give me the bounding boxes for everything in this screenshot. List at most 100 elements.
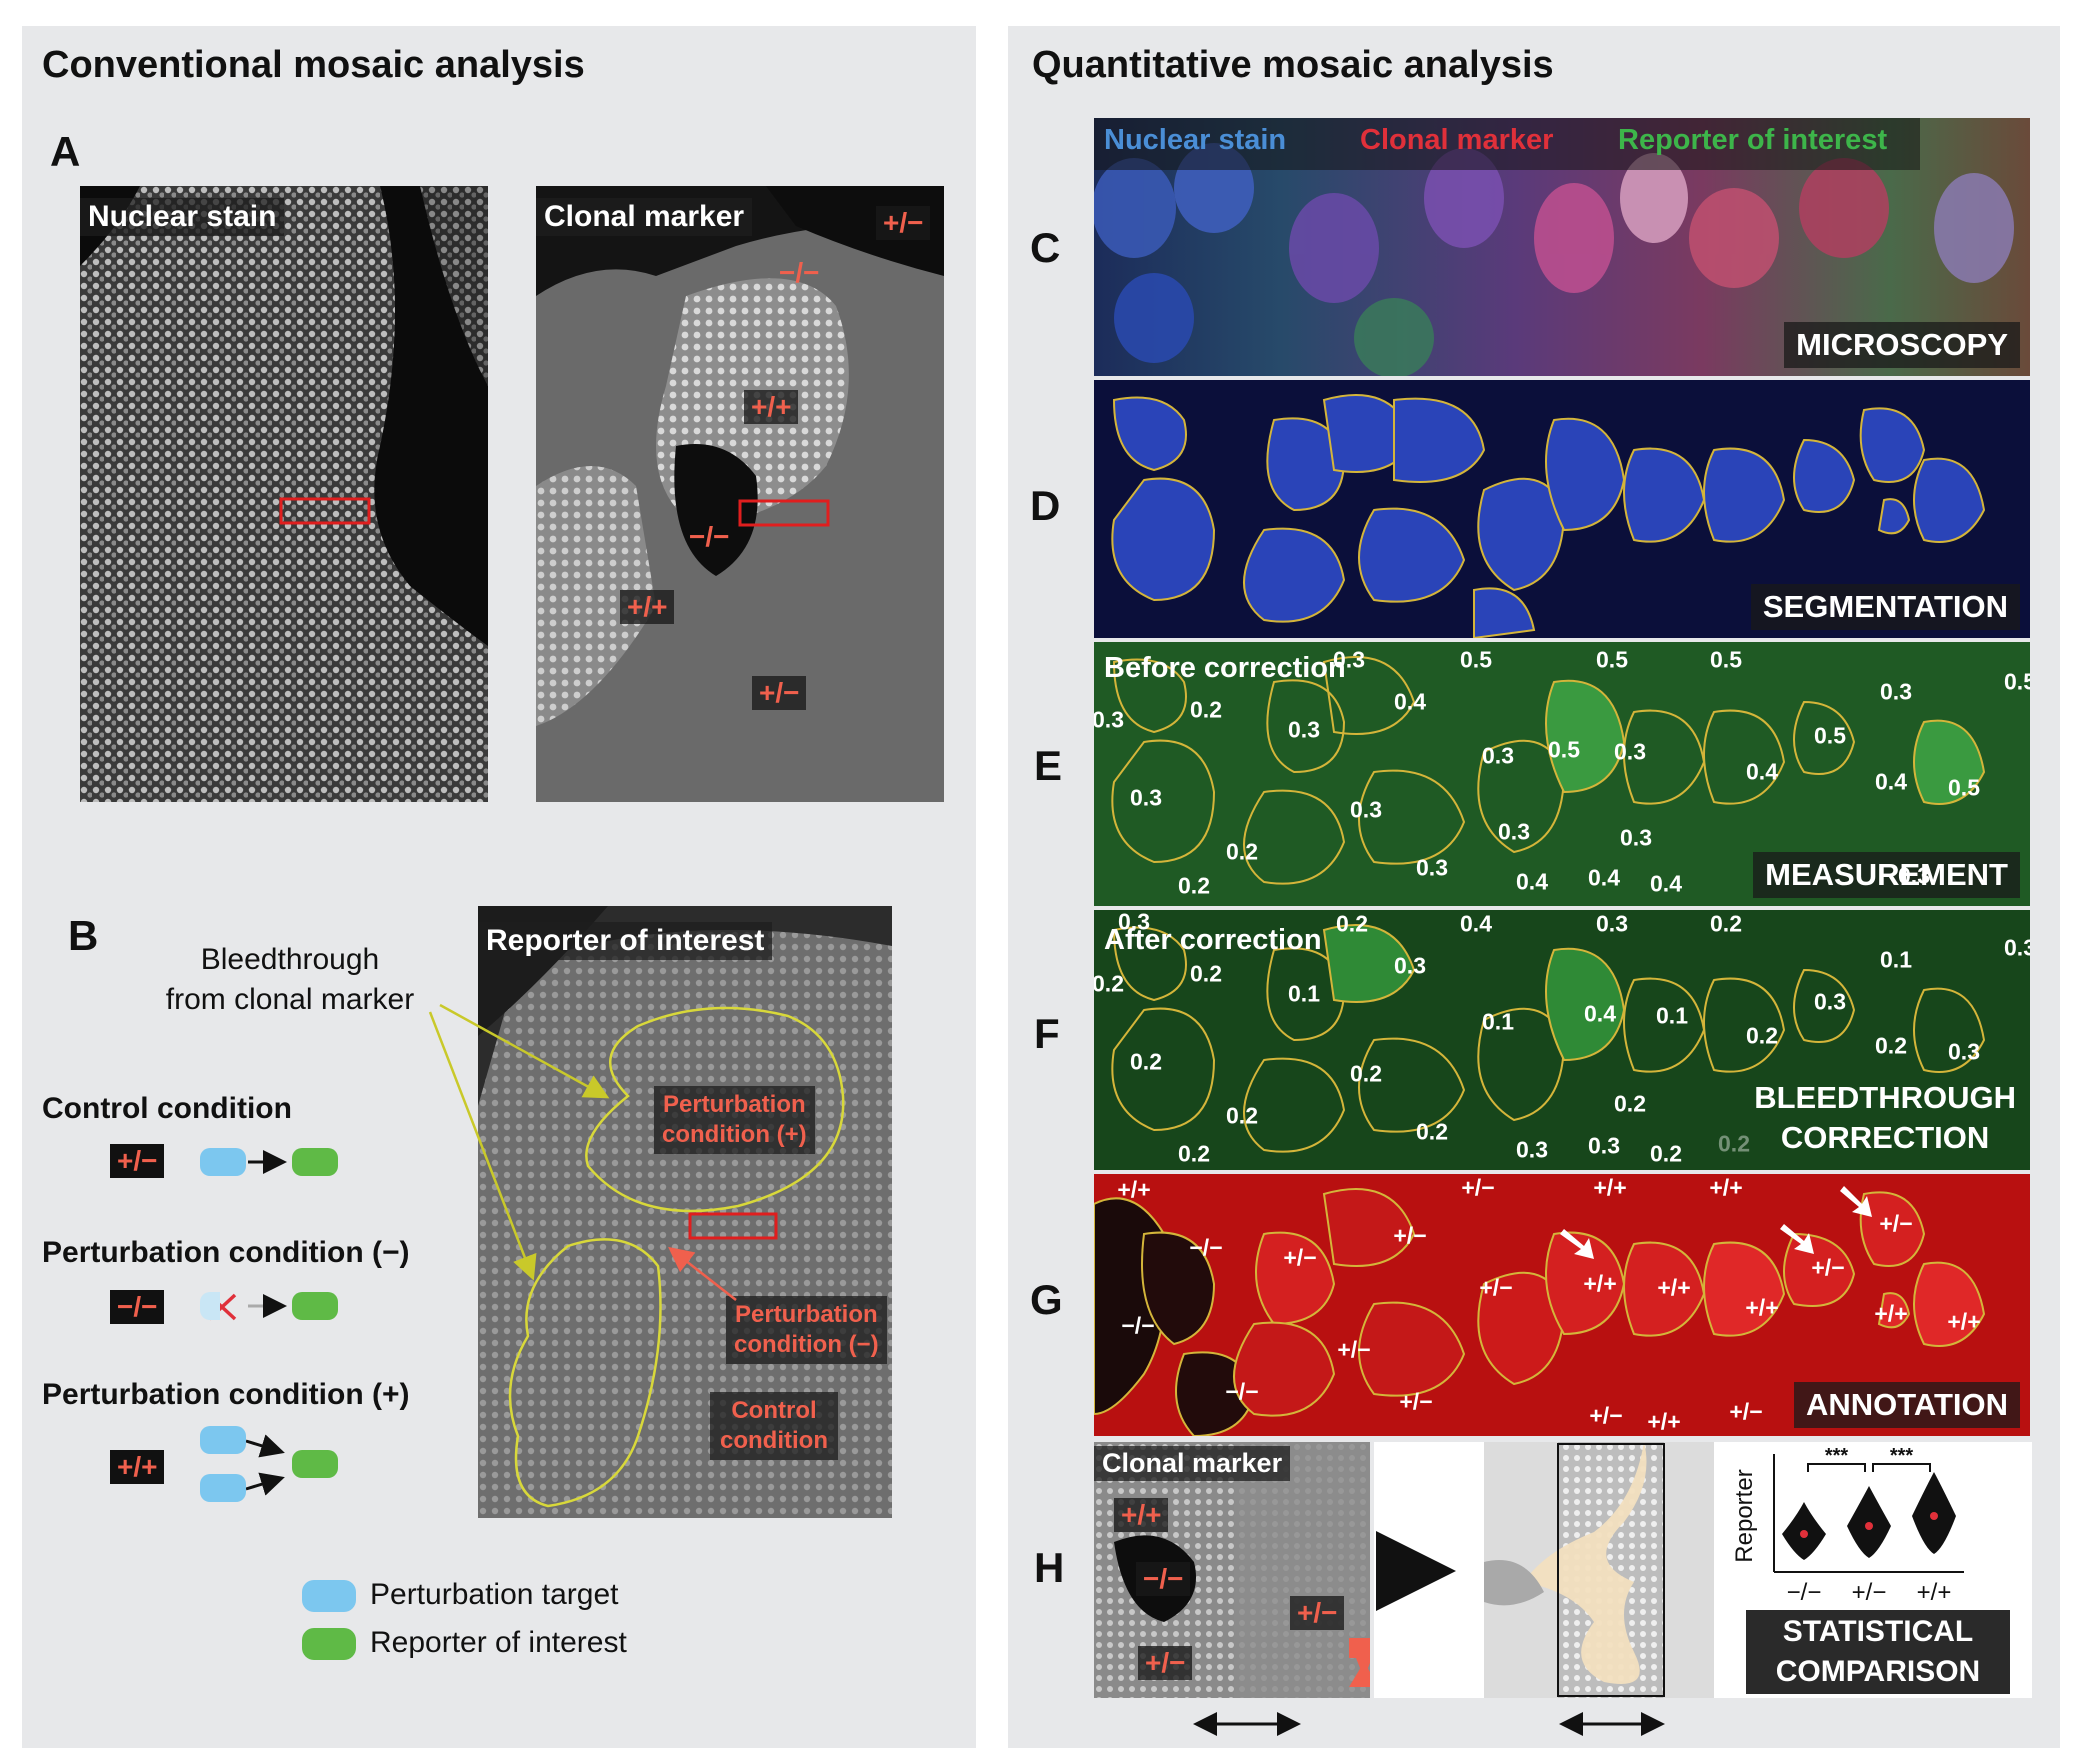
cell-value: 0.3 (1814, 988, 1846, 1015)
cell-value: 0.4 (1516, 868, 1548, 895)
cell-value: 0.5 (1460, 646, 1492, 673)
cell-value: 0.3 (1130, 784, 1162, 811)
clonal-marker-crop: Clonal marker +/+ −/− +/− +/− (1094, 1442, 1370, 1698)
violin-median (1865, 1522, 1873, 1530)
cell-value: 0.5 (1948, 774, 1980, 801)
genotype-label: +/+ (744, 390, 799, 424)
cell-value: 0.3 (2004, 934, 2030, 961)
cell-value: 0.3 (1898, 862, 1930, 889)
stage-annotation: ANNOTATION (1793, 1382, 2020, 1428)
violin-median (1800, 1530, 1808, 1538)
significance-bracket (1872, 1463, 1931, 1472)
genotype-tag: +/+ (1593, 1174, 1627, 1201)
significance-label: *** (1890, 1445, 1914, 1467)
reporter-label: Reporter of interest (478, 922, 773, 960)
perturbation-minus-line2: condition (−) (734, 1331, 879, 1358)
letter-c: C (1030, 224, 1061, 271)
cell-value: 0.5 (2004, 668, 2030, 695)
microscopy-image: Nuclear stain Clonal marker Reporter of … (1094, 118, 2030, 376)
before-correction-note: Before correction (1104, 652, 1346, 684)
genotype-tag: +/+ (1657, 1274, 1691, 1301)
perturbation-target-shape (200, 1474, 246, 1502)
cell-value: 0.3 (1948, 1038, 1980, 1065)
processing-arrow (1374, 1442, 1484, 1698)
genotype-tag: +/− (1283, 1244, 1317, 1271)
bleedthrough-label-line1: Bleedthrough (200, 943, 380, 976)
region-selection-texture (1484, 1442, 1714, 1698)
letter-e: E (1034, 742, 1063, 789)
clonal-marker-texture (536, 186, 944, 802)
nuclear-stain-image: Nuclear stain (80, 186, 488, 802)
cell-value: 0.2 (1226, 838, 1258, 865)
genotype-label: +/+ (1114, 1498, 1169, 1532)
legend-label: Reporter of interest (370, 1626, 627, 1659)
left-panel-title: Conventional mosaic analysis (42, 44, 585, 86)
corrected-cells (1111, 924, 1986, 1153)
violin-ylabel: Reporter (1731, 1469, 1758, 1562)
cell-value: 0.4 (1588, 864, 1620, 891)
cell-value: 0.4 (1460, 910, 1492, 937)
clonal-crop-label: Clonal marker (1094, 1446, 1291, 1481)
genotype-tag: +/+ (1745, 1294, 1779, 1321)
genotype-tag: −/− (1225, 1378, 1259, 1405)
bleedthrough-image: After correction BLEEDTHROUGH CORRECTION… (1094, 910, 2030, 1170)
genotype-tag: −/− (1121, 1312, 1155, 1339)
region-selection-image (1484, 1442, 1714, 1698)
cell-value: 0.3 (1596, 910, 1628, 937)
genotype-tag: +/+ (1647, 1408, 1681, 1435)
genotype-tag: +/+ (1947, 1308, 1981, 1335)
genotype-label: −/− (1136, 1562, 1191, 1596)
cell-value: 0.2 (1094, 970, 1124, 997)
genotype-tag: +/− (1337, 1336, 1371, 1363)
letter-a: A (50, 128, 81, 175)
genotype-tag: +/+ (1874, 1300, 1908, 1327)
genotype-tag: +/+ (1709, 1174, 1743, 1201)
cell-value: 0.3 (1588, 1132, 1620, 1159)
cell-value: 0.4 (1394, 688, 1426, 715)
perturbation-plus-tag: Perturbation condition (+) (654, 1086, 815, 1154)
nuclear-stain-label: Nuclear stain (80, 198, 285, 236)
genotype-tag: +/+ (1583, 1270, 1617, 1297)
measurement-image: Before correction MEASUREMENT 0.3 0.5 0.… (1094, 642, 2030, 906)
genotype-tag: +/− (1729, 1398, 1763, 1425)
nuclear-stain-texture (80, 186, 488, 802)
control-line1: Control (731, 1397, 817, 1424)
significance-bracket (1807, 1463, 1866, 1472)
channel-label-nuclear: Nuclear stain (1104, 124, 1287, 156)
cell-value: 0.2 (1190, 696, 1222, 723)
cell-value: 0.3 (1620, 824, 1652, 851)
cell-value: 0.2 (1190, 960, 1222, 987)
legend-swatch-target (302, 1580, 356, 1612)
perturbation-plus-line1: Perturbation (662, 1091, 806, 1118)
perturbation-minus-line1: Perturbation (734, 1301, 878, 1328)
reporter-shape (292, 1148, 338, 1176)
legend-label: Perturbation target (370, 1578, 619, 1611)
bleedthrough-label-line2: from clonal marker (165, 983, 415, 1016)
genotype-label: +/− (876, 206, 931, 240)
perturbation-minus-title: Perturbation condition (−) (42, 1236, 410, 1269)
channel-label-clonal: Clonal marker (1360, 124, 1554, 156)
letter-f: F (1034, 1010, 1060, 1057)
stage-measurement: MEASUREMENT (1753, 852, 2020, 898)
cell-value: 0.2 (1614, 1090, 1646, 1117)
perturbation-minus-genotype: −/− (110, 1290, 165, 1324)
stage-bleedthrough-line2: CORRECTION (1780, 1120, 1990, 1155)
violin-category-label: +/+ (1917, 1579, 1952, 1606)
cell-value: 0.4 (1875, 768, 1907, 795)
cell-value: 0.2 (1875, 1032, 1907, 1059)
cell-value: 0.2 (1178, 1140, 1210, 1167)
stage-bleedthrough: BLEEDTHROUGH CORRECTION (1754, 1078, 2016, 1158)
cell-value: 0.3 (1094, 706, 1124, 733)
clonal-marker-label: Clonal marker (536, 198, 753, 236)
genotype-tag: +/− (1879, 1210, 1913, 1237)
cell-value: 0.1 (1880, 946, 1912, 973)
cell-value: 0.3 (1288, 716, 1320, 743)
cell-value: 0.4 (1584, 1000, 1616, 1027)
genotype-tag: +/− (1479, 1274, 1513, 1301)
cell-value: 0.2 (1226, 1102, 1258, 1129)
cell-value: 0.2 (1718, 1130, 1750, 1157)
cell-value: 0.3 (1880, 678, 1912, 705)
cell-value: 0.3 (1118, 910, 1150, 935)
control-genotype: +/− (110, 1144, 165, 1178)
stage-statistical-line1: STATISTICAL (1782, 1615, 1974, 1648)
